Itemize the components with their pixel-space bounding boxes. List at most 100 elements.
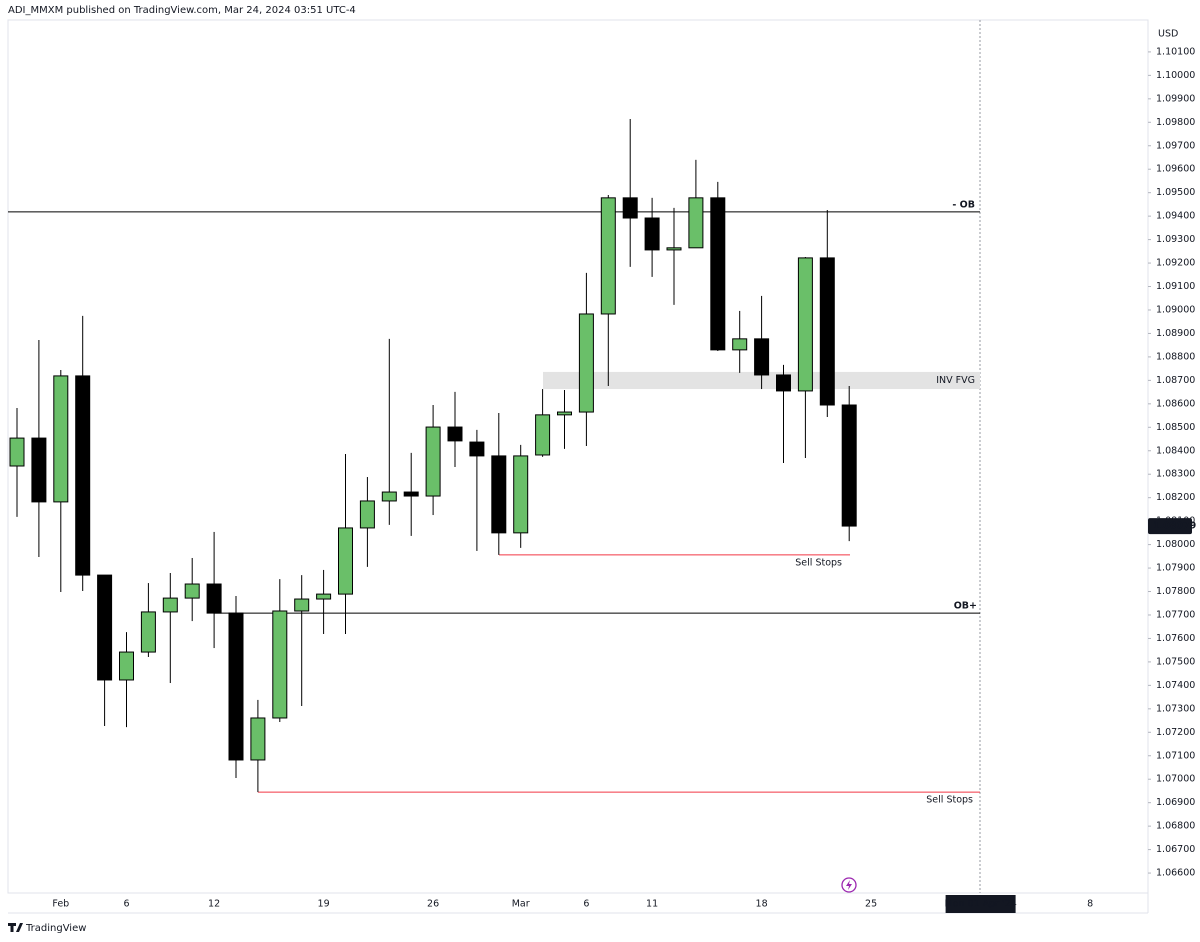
candle-body: [75, 375, 91, 576]
y-tick-label: 1.07900: [1156, 563, 1195, 574]
y-tick-label: 1.10100: [1156, 46, 1195, 57]
x-tick-label: 8: [1087, 899, 1093, 910]
candle-body: [841, 404, 857, 527]
y-tick-label: 1.09500: [1156, 187, 1195, 198]
icon-circle[interactable]: [841, 877, 857, 893]
crosshair-date-box: [945, 895, 1016, 913]
candle-body: [316, 593, 332, 600]
candle-body: [776, 374, 791, 392]
candle-body: [184, 583, 200, 599]
candle-body: [644, 217, 660, 251]
candle-body: [513, 455, 529, 534]
y-tick-label: 1.08600: [1156, 398, 1195, 409]
candle-body: [97, 574, 113, 681]
x-tick-label: Mar: [512, 899, 530, 910]
y-tick-label: 1.08000: [1156, 539, 1195, 550]
candle-body: [535, 414, 551, 456]
x-tick-label: 12: [208, 899, 220, 910]
y-tick-label: 1.07400: [1156, 680, 1195, 691]
y-tick-label: 1.09600: [1156, 164, 1195, 175]
candle-body: [359, 500, 375, 529]
y-tick-label: 1.08200: [1156, 492, 1195, 503]
candle-body: [732, 338, 748, 351]
y-tick-label: 1.07700: [1156, 609, 1195, 620]
y-tick-label: 1.09300: [1156, 234, 1195, 245]
y-tick-label: 1.09000: [1156, 304, 1195, 315]
candle-body: [797, 257, 813, 392]
candle-body: [228, 612, 244, 761]
level-label: Sell Stops: [795, 557, 842, 568]
level-label: - OB: [952, 199, 975, 210]
candle-body: [754, 338, 770, 376]
y-tick-label: 1.08800: [1156, 351, 1195, 362]
candle-body: [557, 411, 572, 416]
y-tick-label: 1.09800: [1156, 117, 1195, 128]
brand-name: TradingView: [25, 923, 86, 934]
candle-body: [469, 441, 485, 457]
candle-body: [491, 455, 507, 534]
y-tick-label: 1.09200: [1156, 258, 1195, 269]
candle-body: [338, 527, 353, 595]
candle-body: [688, 197, 704, 249]
currency-label: USD: [1158, 29, 1178, 40]
candle-body: [119, 651, 134, 681]
icon-bolt[interactable]: [846, 880, 852, 890]
candle-body: [710, 197, 726, 351]
x-tick-label: Mon 01 Apr '24: [944, 899, 1016, 910]
x-tick-label: 18: [756, 899, 768, 910]
candle-body: [294, 598, 310, 612]
y-tick-label: 1.07000: [1156, 774, 1195, 785]
candle-body: [206, 583, 222, 614]
candle-body: [578, 313, 594, 413]
candle-body: [162, 597, 178, 613]
candle-body: [140, 611, 156, 653]
y-tick-label: 1.08700: [1156, 375, 1195, 386]
last-price-label: 1.08079: [1153, 521, 1196, 532]
y-tick-label: 1.08500: [1156, 422, 1195, 433]
x-tick-label: 26: [427, 899, 439, 910]
last-price-box: [1148, 518, 1192, 535]
candle-body: [250, 717, 266, 761]
y-tick-label: 1.07100: [1156, 750, 1195, 761]
level-label: Sell Stops: [926, 795, 973, 806]
y-tick-label: 1.07200: [1156, 727, 1195, 738]
y-tick-label: 1.06700: [1156, 844, 1195, 855]
candle-body: [666, 247, 682, 251]
y-tick-label: 1.08900: [1156, 328, 1195, 339]
y-tick-label: 1.06600: [1156, 868, 1195, 879]
candle-body: [272, 610, 288, 719]
y-tick-label: 1.06800: [1156, 821, 1195, 832]
candle-body: [447, 426, 463, 442]
candle-body: [31, 437, 47, 503]
x-tick-label: 11: [646, 899, 658, 910]
brand: TradingView: [8, 923, 86, 934]
y-tick-label: 1.09700: [1156, 140, 1195, 151]
y-tick-label: 1.09400: [1156, 211, 1195, 222]
candle-body: [622, 197, 638, 219]
x-tick-label: 19: [318, 899, 330, 910]
candle-body: [600, 197, 616, 315]
y-tick-label: 1.07300: [1156, 703, 1195, 714]
publisher-line: ADI_MMXM published on TradingView.com, M…: [8, 5, 356, 16]
level-label: OB+: [954, 601, 977, 612]
y-tick-label: 1.06900: [1156, 797, 1195, 808]
y-tick-label: 1.10000: [1156, 70, 1195, 81]
x-tick-label: 6: [583, 899, 589, 910]
candle-body: [819, 257, 835, 406]
candle-body: [403, 491, 419, 497]
replay-icon[interactable]: [841, 877, 857, 893]
x-tick-label: Feb: [52, 899, 69, 910]
y-tick-label: 1.08300: [1156, 469, 1195, 480]
y-tick-label: 1.09100: [1156, 281, 1195, 292]
zone-label: INV FVG: [936, 375, 975, 386]
y-tick-label: 1.08400: [1156, 445, 1195, 456]
candle-body: [9, 437, 25, 467]
x-tick-label: 6: [123, 899, 129, 910]
brand-logo: [8, 923, 23, 932]
y-tick-label: 1.09900: [1156, 93, 1195, 104]
candle-body: [425, 426, 441, 497]
x-tick-label: 25: [865, 899, 877, 910]
y-tick-label: 1.07600: [1156, 633, 1195, 644]
